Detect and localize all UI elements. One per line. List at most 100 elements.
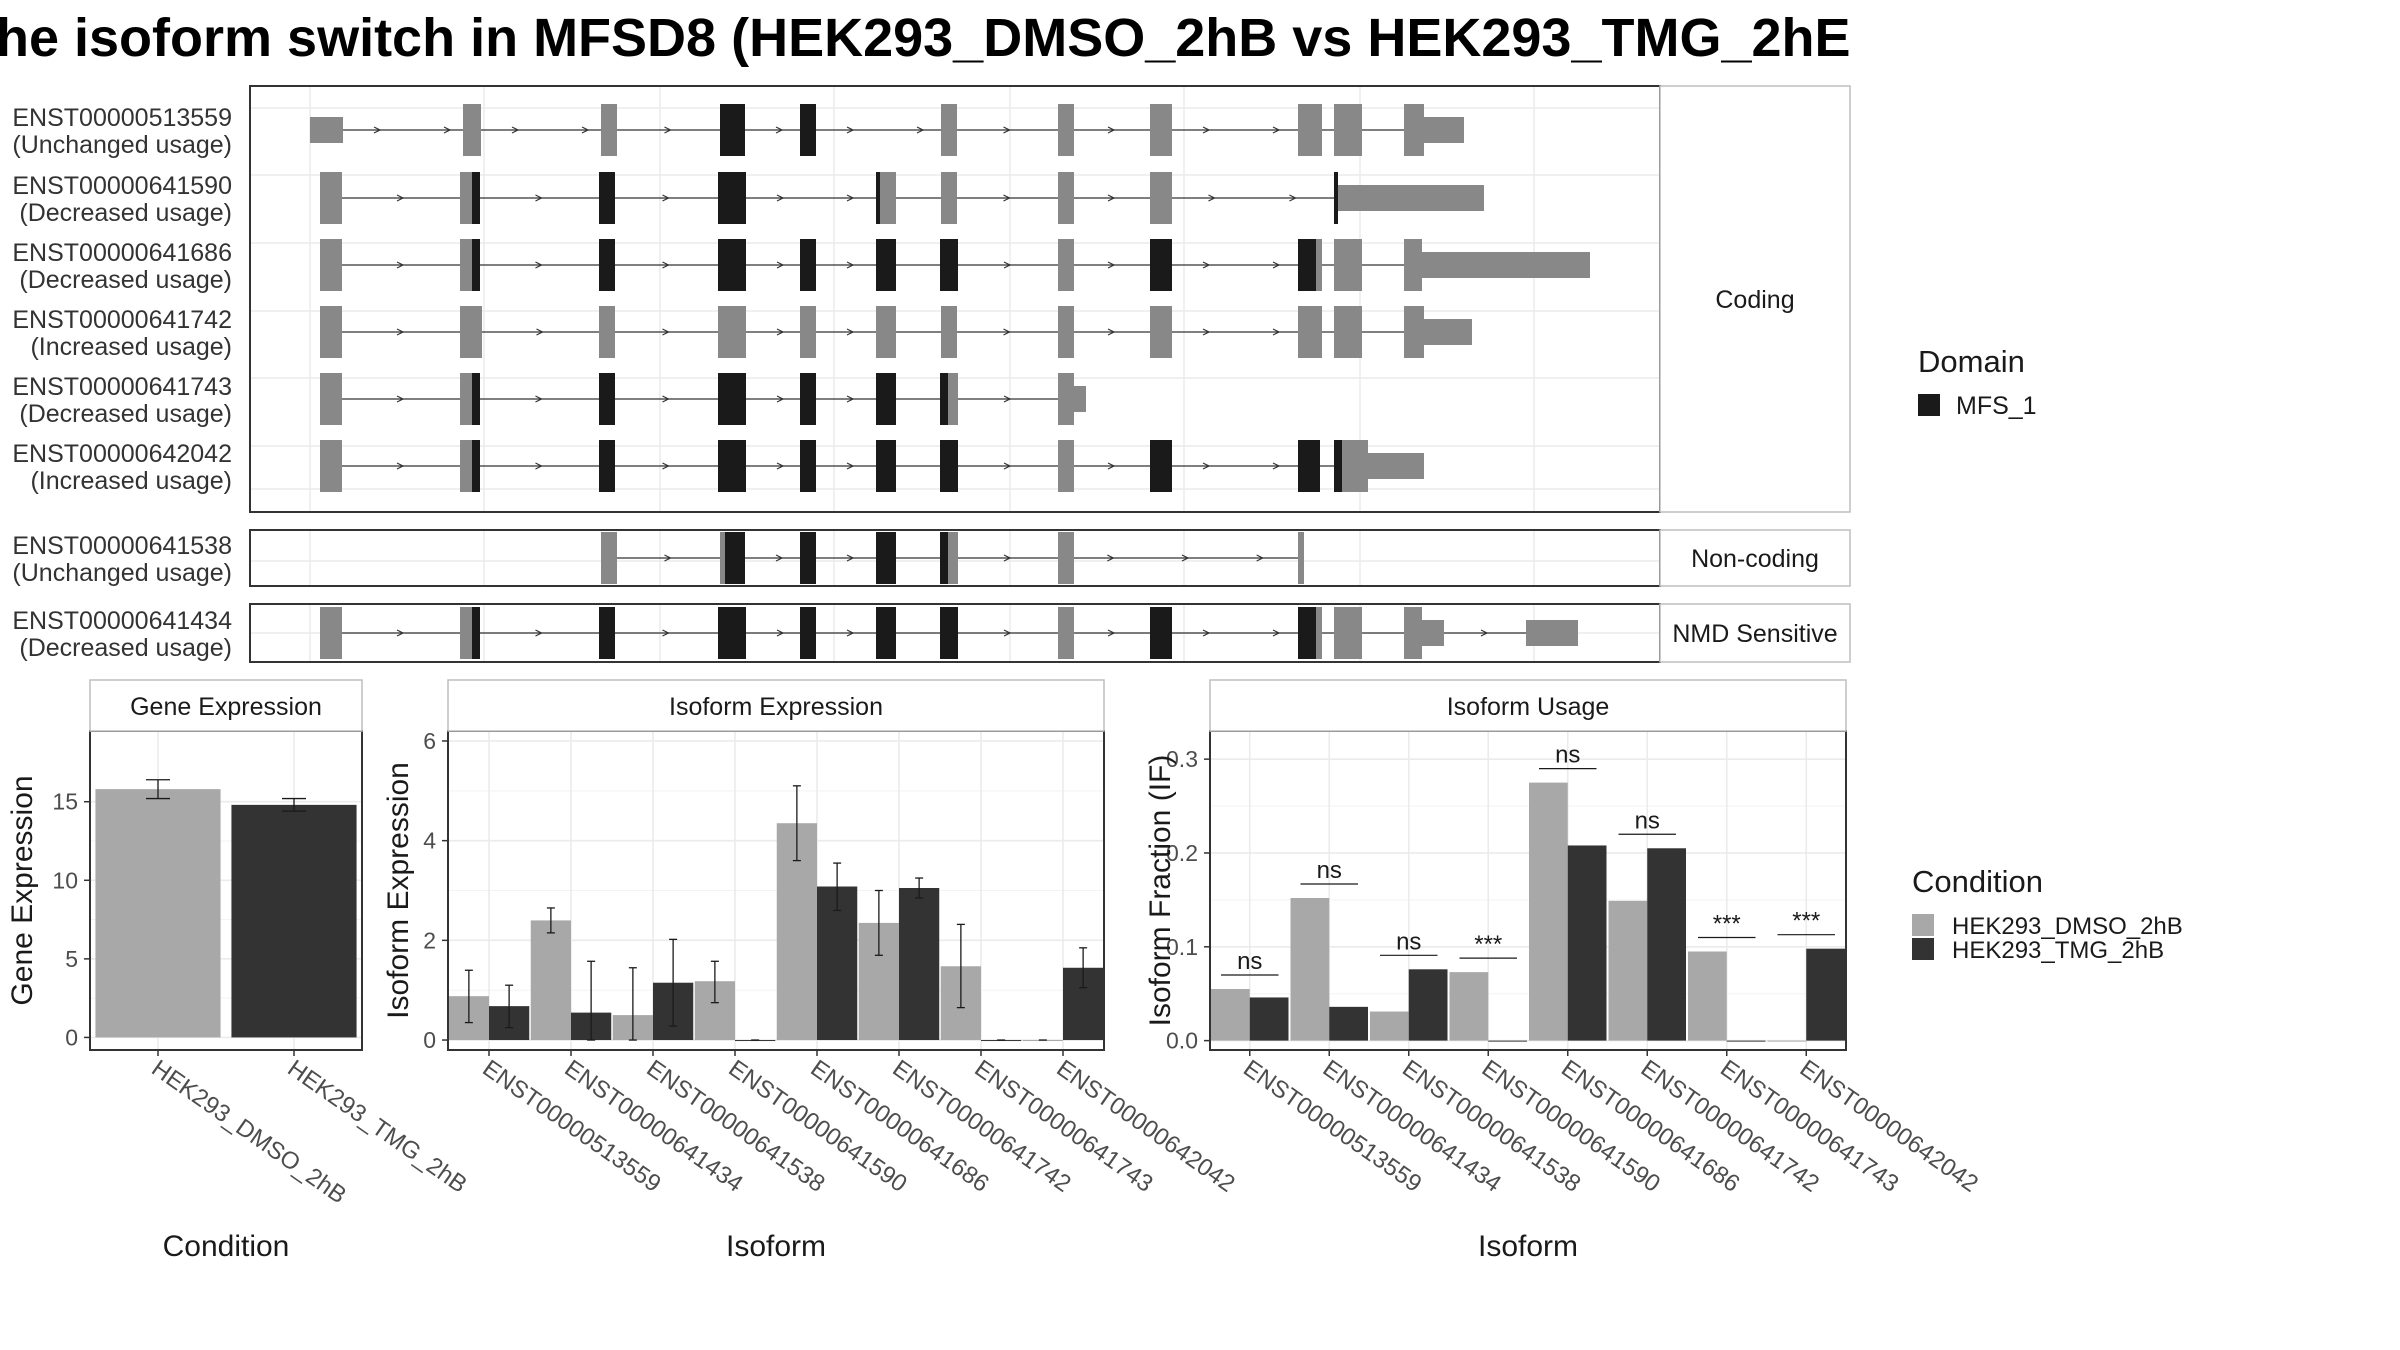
domain-exon xyxy=(718,607,746,659)
exon xyxy=(1334,306,1362,358)
condition-legend-label: HEK293_DMSO_2hB xyxy=(1952,913,2183,940)
intron-arrow xyxy=(1202,629,1211,637)
exon xyxy=(1058,172,1074,224)
intron-arrow xyxy=(396,194,405,202)
transcript-id-label: ENST00000641434 xyxy=(12,607,232,635)
transcript-id-label: ENST00000641743 xyxy=(12,373,232,401)
bar xyxy=(1567,845,1607,1041)
y-tick-label: 0.1 xyxy=(1166,934,1198,960)
transcript-usage-label: (Increased usage) xyxy=(30,467,232,495)
domain-exon xyxy=(718,172,746,224)
exon xyxy=(334,239,342,291)
transcript-id-label: ENST00000642042 xyxy=(12,440,232,468)
intron-arrow xyxy=(776,629,785,637)
exon xyxy=(880,172,896,224)
intron-arrow xyxy=(664,554,672,562)
exon xyxy=(941,172,957,224)
significance-label: *** xyxy=(1713,910,1741,937)
exon xyxy=(1298,532,1304,584)
domain-exon xyxy=(1298,440,1320,492)
intron-arrow xyxy=(776,462,785,470)
domain-exon xyxy=(940,373,948,425)
intron-arrow xyxy=(776,261,785,269)
intron-arrow xyxy=(535,629,543,637)
intron-arrow xyxy=(1003,261,1012,269)
exon xyxy=(334,172,342,224)
facet-strip xyxy=(1659,529,1851,587)
exon xyxy=(1316,239,1322,291)
exon xyxy=(601,104,609,156)
domain-exon xyxy=(1150,607,1172,659)
exon xyxy=(599,306,615,358)
y-tick-label: 0 xyxy=(423,1027,436,1053)
intron-arrow xyxy=(662,462,670,470)
domain-exon xyxy=(876,239,896,291)
intron-arrow xyxy=(776,194,785,202)
intron-arrow xyxy=(846,462,855,470)
exon xyxy=(1368,453,1424,479)
intron-arrow xyxy=(535,462,543,470)
intron-arrow xyxy=(1480,629,1489,637)
bar xyxy=(1767,1040,1807,1042)
domain-exon xyxy=(599,440,615,492)
exon xyxy=(1298,104,1322,156)
y-axis-label: Gene Expression xyxy=(6,775,39,1005)
bar xyxy=(1370,1011,1409,1041)
exon xyxy=(1404,306,1424,358)
intron-arrow xyxy=(775,554,784,562)
exon xyxy=(1156,306,1172,358)
bar xyxy=(1806,948,1845,1041)
bar xyxy=(899,888,940,1041)
intron-arrow xyxy=(662,194,670,202)
intron-arrow xyxy=(776,328,785,336)
exon xyxy=(609,104,617,156)
exon xyxy=(334,607,342,659)
exon xyxy=(1526,620,1578,646)
domain-legend-label: MFS_1 xyxy=(1956,392,2037,420)
bar xyxy=(817,886,858,1041)
domain-exon xyxy=(472,607,480,659)
intron-arrow xyxy=(1202,462,1211,470)
transcript-usage-label: (Unchanged usage) xyxy=(12,131,232,159)
bar xyxy=(530,920,571,1041)
chart-title: Isoform Usage xyxy=(1447,693,1610,721)
domain-exon xyxy=(940,607,958,659)
exon xyxy=(1316,607,1322,659)
exon xyxy=(320,239,334,291)
exon xyxy=(1338,185,1484,211)
exon xyxy=(460,440,472,492)
domain-exon xyxy=(876,172,880,224)
intron-arrow xyxy=(1003,194,1011,202)
exon xyxy=(460,306,482,358)
intron-arrow xyxy=(846,395,855,403)
intron-arrow xyxy=(1003,629,1012,637)
exon xyxy=(334,440,342,492)
domain-exon xyxy=(876,440,896,492)
y-axis-label: Isoform Fraction (IF) xyxy=(1144,755,1177,1027)
significance-label: ns xyxy=(1635,807,1660,834)
exon xyxy=(800,306,816,358)
transcript-id-label: ENST00000513559 xyxy=(12,104,232,132)
exon xyxy=(460,172,472,224)
exon xyxy=(1058,532,1074,584)
exon xyxy=(1058,373,1074,425)
y-tick-label: 15 xyxy=(52,789,78,815)
domain-legend-swatch xyxy=(1918,394,1940,416)
exon xyxy=(941,306,957,358)
intron-arrow xyxy=(916,126,925,134)
domain-exon xyxy=(599,607,615,659)
intron-arrow xyxy=(1003,462,1012,470)
exon xyxy=(1422,620,1444,646)
bar xyxy=(1529,782,1568,1041)
x-axis-label: Condition xyxy=(163,1230,290,1263)
exon xyxy=(1404,104,1424,156)
exon xyxy=(1150,104,1172,156)
exon xyxy=(320,306,342,358)
domain-exon xyxy=(1298,607,1316,659)
exon xyxy=(1150,172,1172,224)
domain-exon xyxy=(599,373,615,425)
intron-arrow xyxy=(1289,194,1297,202)
transcript-usage-label: (Decreased usage) xyxy=(19,199,232,227)
